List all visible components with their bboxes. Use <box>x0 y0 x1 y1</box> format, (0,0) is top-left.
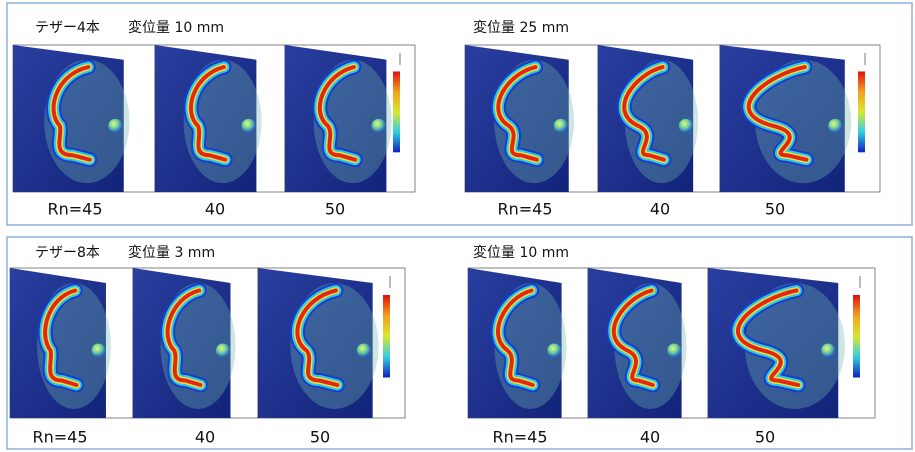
group-title: 変位量 10 mm <box>128 19 224 36</box>
group-title: 変位量 3 mm <box>128 244 215 261</box>
sphere <box>242 119 256 133</box>
sphere <box>547 344 561 358</box>
simulation-image <box>465 45 598 192</box>
simulation-image <box>708 268 875 418</box>
tether-label: テザー4本 <box>35 20 100 36</box>
case-label: Rn=45 <box>32 428 87 447</box>
sphere <box>828 119 842 133</box>
simulation-image <box>258 268 405 418</box>
colorbar <box>858 71 865 152</box>
sphere <box>667 344 681 358</box>
case-label: 40 <box>205 200 225 219</box>
colorbar <box>853 295 860 378</box>
group-title: 変位量 10 mm <box>473 244 569 261</box>
simulation-image <box>10 268 133 418</box>
simulation-image <box>155 45 285 192</box>
sphere <box>554 119 568 133</box>
case-label: 50 <box>765 200 785 219</box>
figure: テザー4本変位量 10 mmRn=454050変位量 25 mmRn=45405… <box>0 0 915 452</box>
case-label: Rn=45 <box>492 428 547 447</box>
sphere <box>679 119 693 133</box>
group-title: 変位量 25 mm <box>473 19 569 36</box>
sphere <box>108 119 122 133</box>
simulation-image <box>133 268 258 418</box>
sphere <box>357 344 371 358</box>
simulation-image <box>13 45 155 192</box>
sphere <box>821 344 835 358</box>
case-label: 40 <box>650 200 670 219</box>
sphere <box>92 344 106 358</box>
sphere <box>372 119 386 133</box>
case-label: 40 <box>640 428 660 447</box>
case-label: 40 <box>195 428 215 447</box>
simulation-image <box>720 45 880 192</box>
page: {"rows": [ {"tether": "テザー4本", "groups":… <box>0 0 915 452</box>
colorbar <box>383 295 390 378</box>
case-label: Rn=45 <box>497 200 552 219</box>
case-label: Rn=45 <box>47 200 102 219</box>
sphere <box>216 344 230 358</box>
case-label: 50 <box>310 428 330 447</box>
simulation-image <box>598 45 720 192</box>
case-label: 50 <box>325 200 345 219</box>
colorbar <box>393 71 400 152</box>
simulation-image <box>468 268 588 418</box>
simulation-image <box>588 268 708 418</box>
simulation-image <box>285 45 415 192</box>
tether-label: テザー8本 <box>35 245 100 261</box>
case-label: 50 <box>755 428 775 447</box>
